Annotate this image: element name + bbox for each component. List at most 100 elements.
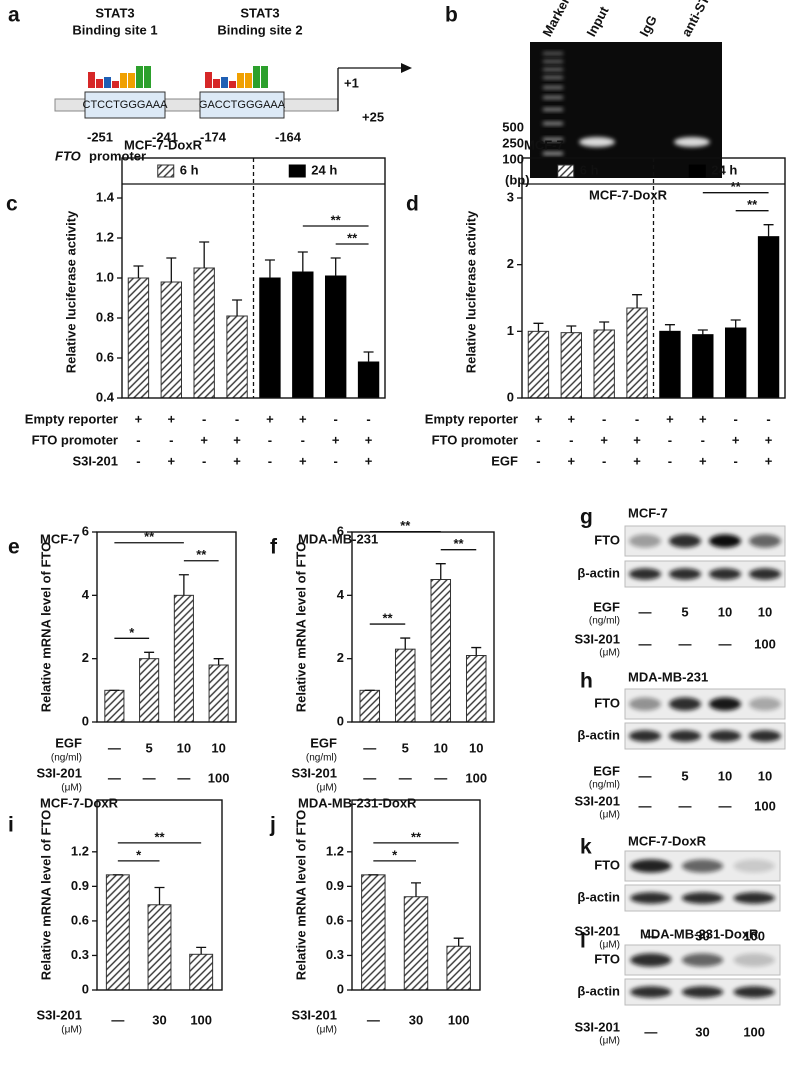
- condition-value: +: [765, 432, 773, 447]
- condition-value: -: [536, 453, 540, 468]
- condition-name: S3I-201: [36, 1007, 82, 1022]
- gene-name: FTO: [55, 148, 81, 163]
- blot-title: MDA-MB-231-DoxR: [640, 926, 759, 941]
- lane-label: Input: [583, 3, 611, 39]
- blot-band: [733, 986, 775, 998]
- y-tick-label: 6: [337, 523, 344, 538]
- plot-frame: [521, 157, 786, 399]
- logo-glyph: [221, 77, 228, 88]
- condition-value: —: [639, 768, 652, 783]
- condition-value: 10: [718, 604, 732, 619]
- condition-value: -: [766, 411, 770, 426]
- condition-value: —: [639, 798, 652, 813]
- condition-value: +: [233, 453, 241, 468]
- condition-unit: (ng/ml): [51, 753, 82, 764]
- condition-value: +: [535, 411, 543, 426]
- error-bar: [533, 322, 544, 332]
- condition-value: 100: [448, 1012, 470, 1027]
- y-axis-label: Relative luciferase activity: [63, 210, 78, 373]
- significance-label: **: [382, 611, 393, 626]
- blot-band: [733, 892, 775, 904]
- position: -241: [152, 129, 178, 144]
- bar: [394, 648, 416, 723]
- blot-band: [733, 953, 775, 967]
- condition-name: FTO promoter: [32, 432, 118, 447]
- condition-value: 30: [695, 928, 709, 943]
- condition-name: EGF: [55, 735, 82, 750]
- condition-value: 100: [743, 1024, 765, 1039]
- legend-label: 6 h: [580, 162, 599, 177]
- condition-name: FTO promoter: [432, 432, 518, 447]
- condition-value: —: [367, 1012, 380, 1027]
- error-bar: [632, 294, 643, 308]
- condition-value: 10: [469, 740, 483, 755]
- bar: [757, 236, 780, 399]
- plot-frame: [121, 157, 386, 399]
- blot-row-label: FTO: [594, 857, 620, 872]
- condition-value: -: [569, 432, 573, 447]
- condition-value: +: [200, 432, 208, 447]
- y-tick-label: 1.0: [96, 269, 114, 284]
- condition-value: -: [334, 411, 338, 426]
- bar: [324, 275, 347, 399]
- ladder-band: [543, 138, 563, 141]
- condition-name: S3I-201: [291, 765, 337, 780]
- blot-band: [629, 697, 661, 711]
- bar: [292, 271, 314, 399]
- condition-value: +: [732, 432, 740, 447]
- significance-label: *: [129, 625, 135, 640]
- bar: [173, 594, 194, 723]
- panel-letter: f: [270, 536, 278, 559]
- y-tick-label: 0: [337, 981, 344, 996]
- condition-value: +: [365, 453, 373, 468]
- legend-swatch: [288, 164, 306, 178]
- blot-band: [681, 892, 724, 904]
- condition-value: —: [679, 636, 692, 651]
- legend-label: 6 h: [180, 162, 199, 177]
- condition-name: Empty reporter: [425, 411, 518, 426]
- condition-value: +: [135, 411, 143, 426]
- ladder-band: [543, 152, 563, 155]
- condition-name: S3I-201: [574, 923, 620, 938]
- blot-band: [629, 534, 661, 548]
- blot-band: [709, 730, 741, 742]
- condition-value: +: [332, 432, 340, 447]
- blot-band: [630, 986, 672, 998]
- y-tick-label: 4: [337, 587, 345, 602]
- condition-value: —: [177, 770, 190, 785]
- significance-label: **: [144, 529, 155, 544]
- logo-glyph: [112, 81, 119, 88]
- bar: [147, 904, 172, 991]
- site-subtitle: Binding site 1: [72, 22, 157, 37]
- significance-label: **: [400, 518, 411, 533]
- sequence: CTCCTGGGAAA: [83, 99, 169, 111]
- condition-unit: (μM): [316, 783, 337, 794]
- condition-value: -: [668, 453, 672, 468]
- condition-value: 5: [681, 768, 688, 783]
- condition-name: S3I-201: [36, 765, 82, 780]
- plot-frame: [351, 799, 481, 991]
- condition-name: EGF: [593, 763, 620, 778]
- condition-value: +: [266, 411, 274, 426]
- size-label: 250: [502, 135, 524, 150]
- condition-value: 30: [695, 1024, 709, 1039]
- condition-value: —: [363, 770, 376, 785]
- condition-value: 100: [754, 636, 776, 651]
- y-tick-label: 4: [82, 587, 90, 602]
- y-axis-label: Relative mRNA level of FTO: [293, 810, 308, 981]
- condition-value: +: [299, 411, 307, 426]
- ladder-band: [543, 96, 563, 99]
- condition-value: -: [635, 411, 639, 426]
- blot-band: [669, 697, 701, 711]
- condition-value: 100: [190, 1012, 212, 1027]
- bar: [626, 307, 648, 399]
- bar: [692, 334, 714, 399]
- condition-value: +: [666, 411, 674, 426]
- gel-band: [579, 137, 615, 147]
- bar: [139, 658, 160, 723]
- logo-glyph: [88, 72, 95, 88]
- logo-glyph: [120, 73, 127, 88]
- logo-glyph: [229, 81, 236, 88]
- chart-title: MDA-MB-231-DoxR: [298, 795, 417, 810]
